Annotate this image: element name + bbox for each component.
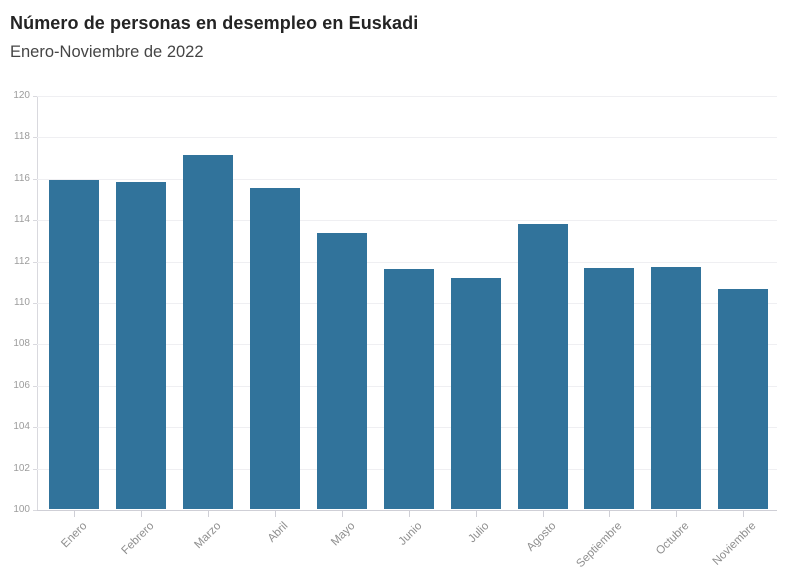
y-axis-tick-100 [33,510,37,511]
y-axis-tick-102 [33,469,37,470]
y-axis-label-104: 104 [13,421,30,432]
y-axis-tick-118 [33,137,37,138]
x-axis-label-junio: Junio [396,520,425,548]
y-axis-label-100: 100 [13,504,30,515]
y-axis-label-106: 106 [13,380,30,391]
y-axis-tick-110 [33,303,37,304]
bar-julio [450,278,501,509]
bar-junio [383,268,434,509]
y-axis-tick-106 [33,386,37,387]
x-axis-tick-agosto [542,511,544,517]
bar-marzo [183,155,233,509]
y-axis-label-120: 120 [13,90,30,101]
y-axis-label-116: 116 [14,173,30,184]
x-axis-tick-abril [274,511,276,517]
x-axis-tick-febrero [141,511,143,517]
gridline-112 [37,262,777,263]
x-axis-label-septiembre: Septiembre [574,520,625,571]
bar-septiembre [584,267,635,509]
x-axis-tick-junio [408,511,410,517]
bar-mayo [316,232,367,509]
x-axis-tick-septiembre [609,511,611,517]
gridline-120 [37,96,777,97]
x-axis-label-mayo: Mayo [328,520,358,549]
chart-title: Número de personas en desempleo en Euska… [10,13,419,33]
bar-febrero [116,181,167,509]
x-axis-tick-noviembre [743,511,745,517]
y-axis-label-112: 112 [14,256,30,267]
y-axis-label-108: 108 [13,338,30,349]
bar-noviembre [718,288,769,509]
x-axis-label-agosto: Agosto [524,520,558,554]
bar-enero [49,179,100,509]
y-axis-tick-120 [33,96,37,97]
y-axis-label-118: 118 [14,131,30,142]
y-axis-label-110: 110 [14,297,30,308]
bar-abril [249,188,300,509]
x-axis-tick-marzo [208,511,209,517]
chart-subtitle: Enero-Noviembre de 2022 [10,43,204,61]
y-axis-label-114: 114 [14,214,30,225]
x-axis-tick-enero [74,511,76,517]
x-axis-label-julio: Julio [465,520,492,546]
y-axis-tick-108 [33,344,37,345]
x-axis-label-marzo: Marzo [192,520,224,552]
y-axis-tick-114 [33,220,37,221]
y-axis-tick-104 [33,427,37,428]
y-axis-tick-116 [33,179,37,180]
x-axis-tick-julio [475,511,477,517]
x-axis-tick-octubre [676,511,678,517]
gridline-116 [37,179,777,180]
y-axis-tick-112 [33,262,37,263]
x-axis-label-noviembre: Noviembre [710,520,759,568]
gridline-100 [37,510,777,511]
x-axis-label-enero: Enero [59,520,90,551]
bar-chart-plot-area: 100 102 104 106 108 110 112 114 116 118 120 Enero Fe… [13,90,777,570]
bar-octubre [651,266,702,509]
y-axis-label-102: 102 [13,463,30,474]
x-axis-label-octubre: Octubre [654,520,692,558]
gridline-114 [37,220,777,221]
x-axis-label-abril: Abril [265,520,291,545]
gridline-118 [37,137,777,138]
x-axis-label-febrero: Febrero [119,520,157,557]
bar-agosto [517,224,568,509]
x-axis-tick-mayo [341,511,343,517]
